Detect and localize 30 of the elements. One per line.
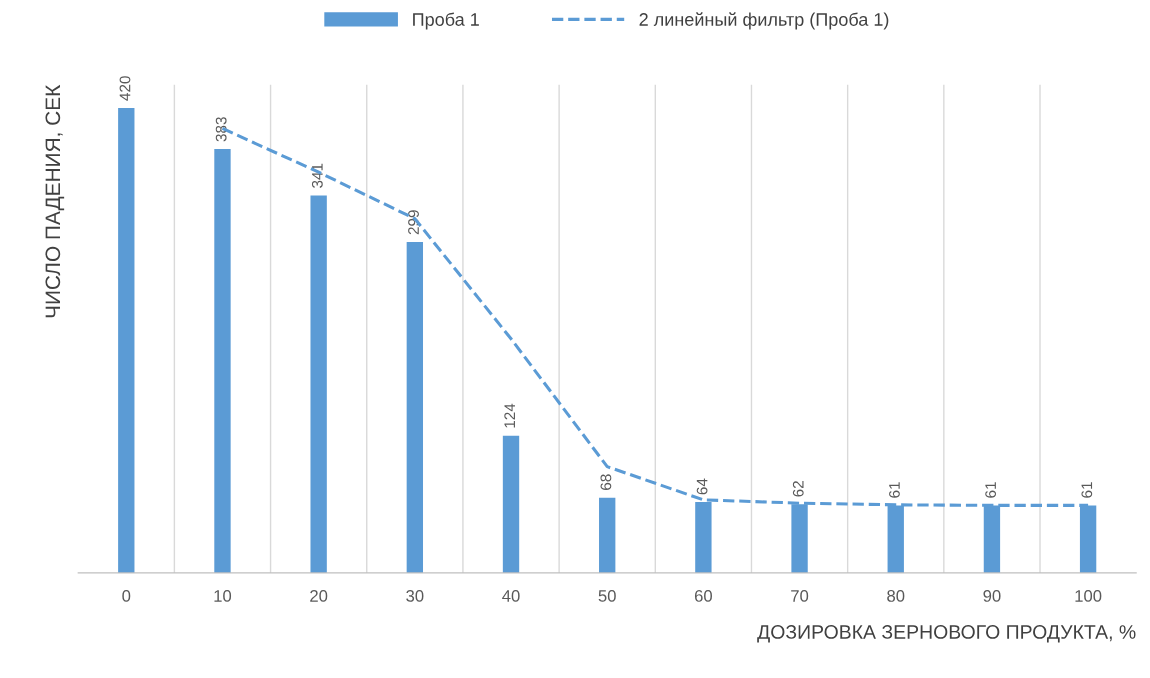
x-tick-label: 70 (791, 590, 809, 602)
data-label: 62 (792, 481, 804, 497)
x-tick-label: 30 (406, 590, 424, 602)
data-label: 383 (215, 117, 227, 142)
x-tick-label: 0 (122, 590, 131, 602)
data-label: 124 (504, 403, 515, 428)
bar (599, 497, 616, 573)
bar (118, 108, 135, 573)
legend-label: 2 линейный фильтр (Проба 1) (639, 12, 889, 30)
x-tick-label: 10 (214, 590, 232, 602)
x-tick-label: 50 (598, 590, 616, 602)
x-tick-label: 80 (887, 590, 905, 602)
x-axis-title: ДОЗИРОВКА ЗЕРНОВОГО ПРОДУКТА, % (757, 625, 1136, 643)
x-tick-label: 20 (310, 590, 328, 602)
x-tick-label: 100 (1075, 590, 1102, 602)
x-tick-label: 60 (694, 590, 712, 602)
bar (214, 148, 231, 573)
data-label: 61 (889, 482, 900, 498)
data-label: 420 (119, 76, 131, 101)
legend-label: Проба 1 (413, 12, 479, 30)
data-label: 61 (1081, 482, 1093, 498)
bar (502, 435, 520, 573)
bar (310, 195, 327, 573)
bar (406, 241, 424, 573)
y-axis-title: ЧИСЛО ПАДЕНИЯ, СЕК (45, 84, 65, 318)
data-label: 61 (985, 482, 997, 498)
x-tick-label: 90 (983, 590, 1001, 602)
x-tick-label: 40 (502, 590, 520, 602)
data-label: 68 (600, 474, 612, 490)
data-label: 64 (696, 478, 708, 495)
